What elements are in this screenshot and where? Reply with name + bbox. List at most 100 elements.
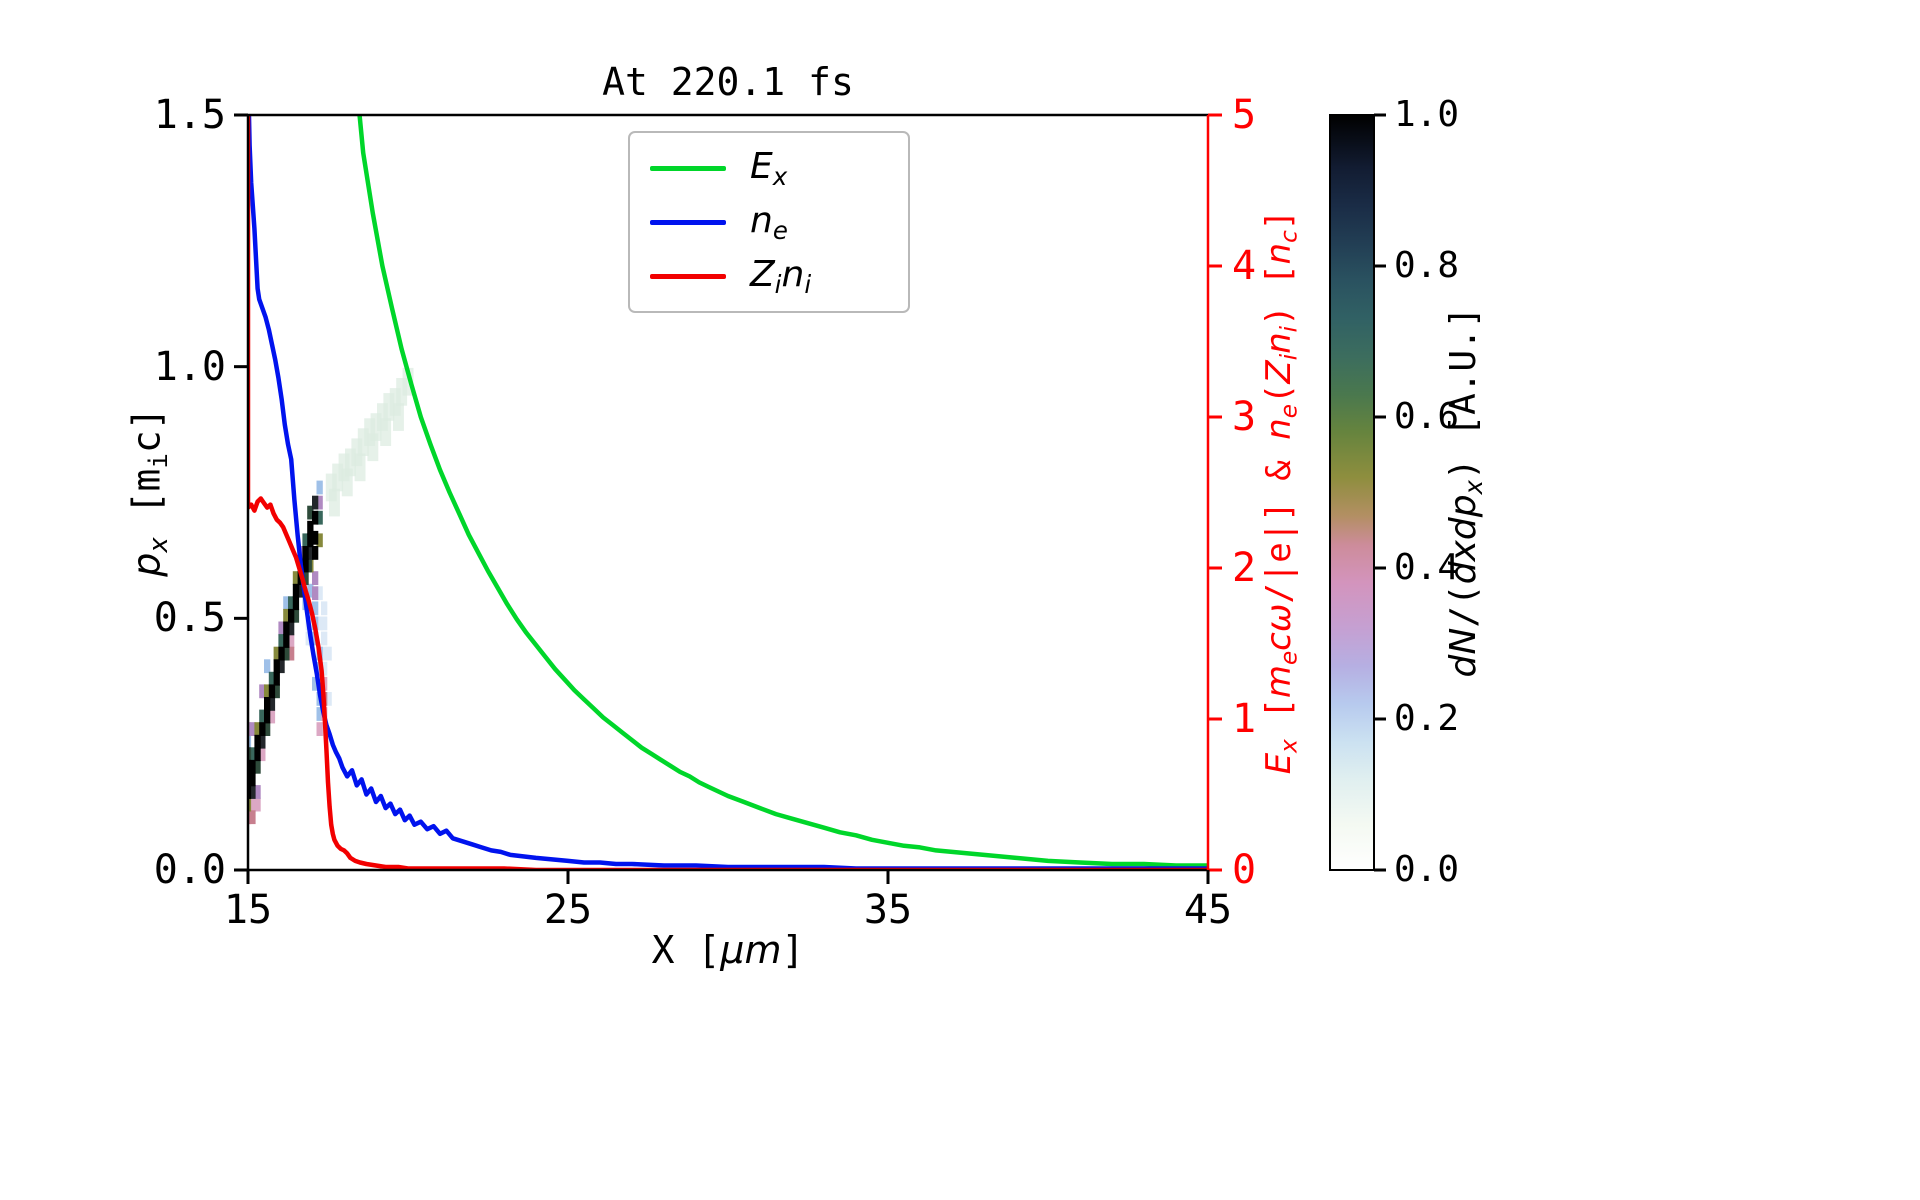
heatmap-smear-cell	[341, 468, 353, 497]
heatmap-cell	[288, 646, 295, 661]
heatmap-cell	[264, 659, 271, 674]
heatmap-cell	[248, 797, 252, 812]
curve-Ex	[357, 115, 1208, 868]
heatmap-cell	[316, 495, 323, 510]
heatmap-cell	[268, 671, 276, 686]
curve-Zini	[248, 115, 1208, 870]
heatmap-cell	[283, 596, 290, 611]
heatmap-cell	[307, 546, 314, 560]
heatmap-cell	[254, 722, 261, 736]
heatmap-smear-cell	[345, 448, 356, 477]
heatmap-cell	[321, 661, 328, 676]
heatmap-smear-cell	[370, 413, 382, 441]
heatmap-cell	[259, 722, 266, 736]
heatmap-cell	[249, 759, 256, 774]
heatmap-cell	[316, 707, 323, 721]
heatmap-cell	[273, 659, 280, 674]
heatmap-cell	[297, 583, 304, 598]
heatmap-cell	[288, 621, 295, 636]
heatmap-smear-cell	[383, 393, 395, 421]
heatmap-cell	[254, 734, 261, 749]
heatmap-cell	[292, 608, 300, 623]
axes-spines	[246, 113, 1208, 872]
heatmap-cell	[325, 646, 332, 661]
heatmap-cell	[268, 697, 276, 711]
heatmap-cell	[273, 671, 280, 686]
heatmap-cell	[278, 659, 285, 674]
heatmap-cell	[283, 608, 290, 623]
heatmap-cell	[254, 797, 261, 812]
heatmap-cell	[249, 797, 256, 812]
heatmap-smear-cell	[354, 453, 366, 482]
heatmap-cell	[316, 510, 323, 525]
heatmap-cell	[264, 722, 271, 736]
heatmap-cell	[248, 734, 252, 749]
heatmap-cell	[283, 646, 290, 661]
heatmap-cell	[268, 709, 276, 724]
heatmap-smear-cell	[396, 378, 408, 406]
heatmap-smear-cell	[357, 428, 369, 456]
heatmap-cell	[292, 583, 300, 598]
heatmap-cell	[248, 785, 252, 799]
heatmap-cell	[249, 747, 256, 762]
heatmap-cell	[302, 533, 309, 548]
heatmap-smear-cell	[364, 418, 376, 446]
heatmap-cell	[325, 692, 332, 706]
heatmap-smear-cell	[393, 403, 404, 431]
heatmap-cell	[321, 631, 328, 646]
heatmap-cell	[264, 684, 271, 699]
heatmap-cell	[273, 684, 280, 699]
heatmap-cell	[249, 785, 256, 799]
heatmap-cell	[249, 722, 256, 736]
heatmap-cell	[264, 697, 271, 711]
heatmap-cell	[307, 583, 314, 598]
heatmap-smear-cell	[367, 433, 379, 462]
heatmap-smear-cell	[338, 453, 350, 482]
heatmap-cell	[312, 530, 319, 545]
heatmap-cell	[259, 747, 266, 762]
heatmap-cell	[268, 684, 276, 699]
heatmap-cell	[312, 495, 319, 510]
heatmap-cell	[248, 747, 252, 762]
heatmap-smear-cell	[351, 438, 363, 467]
heatmap-cell	[307, 533, 314, 548]
heatmap-cell	[321, 646, 328, 661]
heatmap-cell	[254, 747, 261, 762]
heatmap-cell	[288, 596, 295, 611]
heatmap-smear-cell	[380, 418, 392, 446]
heatmap-cell	[316, 722, 323, 736]
heatmap-cell	[288, 608, 295, 623]
heatmap-cell	[316, 533, 323, 548]
heatmap-cell	[321, 616, 328, 631]
heatmap-cell	[278, 634, 285, 648]
heatmap-cell	[273, 646, 280, 661]
heatmap-cell	[254, 759, 261, 774]
phase-space-heatmap	[248, 367, 414, 825]
heatmap-cell	[302, 571, 309, 585]
heatmap-cell	[278, 646, 285, 661]
heatmap-cell	[312, 571, 319, 585]
heatmap-cell	[316, 480, 323, 495]
heatmap-smear-cell	[329, 488, 340, 517]
heatmap-cell	[312, 586, 319, 601]
heatmap-cell	[283, 634, 290, 648]
heatmap-cell	[305, 558, 312, 573]
heatmap-cell	[259, 684, 266, 699]
heatmap-cell	[307, 520, 314, 535]
heatmap-smear-cell	[332, 463, 344, 492]
heatmap-cell	[259, 734, 266, 749]
heatmap-cell	[249, 810, 256, 825]
curve-ne	[248, 115, 1208, 870]
heatmap-cell	[264, 709, 271, 724]
heatmap-cell	[312, 676, 319, 691]
heatmap-smear-cell	[325, 473, 337, 502]
heatmap-cell	[254, 785, 261, 799]
heatmap-cell	[302, 546, 309, 560]
heatmap-cell	[278, 621, 285, 636]
heatmap-cell	[292, 571, 300, 585]
heatmap-cell	[307, 505, 314, 520]
heatmap-cell	[312, 546, 319, 560]
heatmap-cell	[259, 709, 266, 724]
